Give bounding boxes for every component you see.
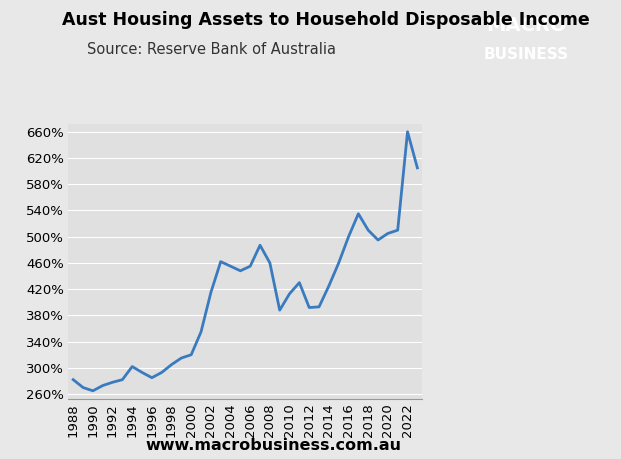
Text: Aust Housing Assets to Household Disposable Income: Aust Housing Assets to Household Disposa… xyxy=(62,11,590,29)
Text: BUSINESS: BUSINESS xyxy=(484,47,569,62)
Text: Source: Reserve Bank of Australia: Source: Reserve Bank of Australia xyxy=(87,42,336,57)
Text: MACRO: MACRO xyxy=(486,17,566,35)
Text: www.macrobusiness.com.au: www.macrobusiness.com.au xyxy=(145,438,401,453)
